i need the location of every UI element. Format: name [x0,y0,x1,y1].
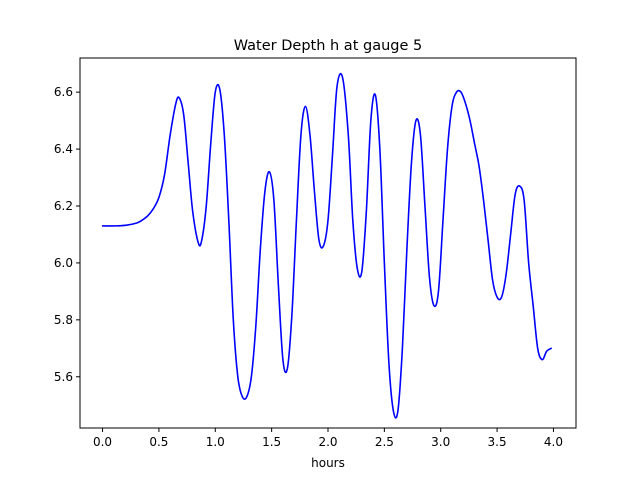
series-line [101,72,552,419]
x-tick-label: 2.0 [318,435,337,449]
chart-title: Water Depth h at gauge 5 [234,38,422,54]
y-tick-label: 5.6 [54,370,73,384]
x-tick-label: 4.0 [544,435,563,449]
x-tick-label: 0.5 [149,435,168,449]
y-tick-label: 6.0 [54,256,73,270]
x-tick-label: 3.5 [488,435,507,449]
plot-area [80,58,576,428]
x-tick-label: 2.5 [375,435,394,449]
y-tick-label: 6.2 [54,199,73,213]
y-tick-label: 5.8 [54,313,73,327]
x-axis-label: hours [311,456,345,470]
y-tick-label: 6.6 [54,85,73,99]
plot-frame [79,57,577,429]
x-tick-label: 3.0 [431,435,450,449]
x-tick-label: 1.0 [206,435,225,449]
y-tick-label: 6.4 [54,142,73,156]
x-tick-label: 1.5 [262,435,281,449]
x-tick-label: 0.0 [93,435,112,449]
